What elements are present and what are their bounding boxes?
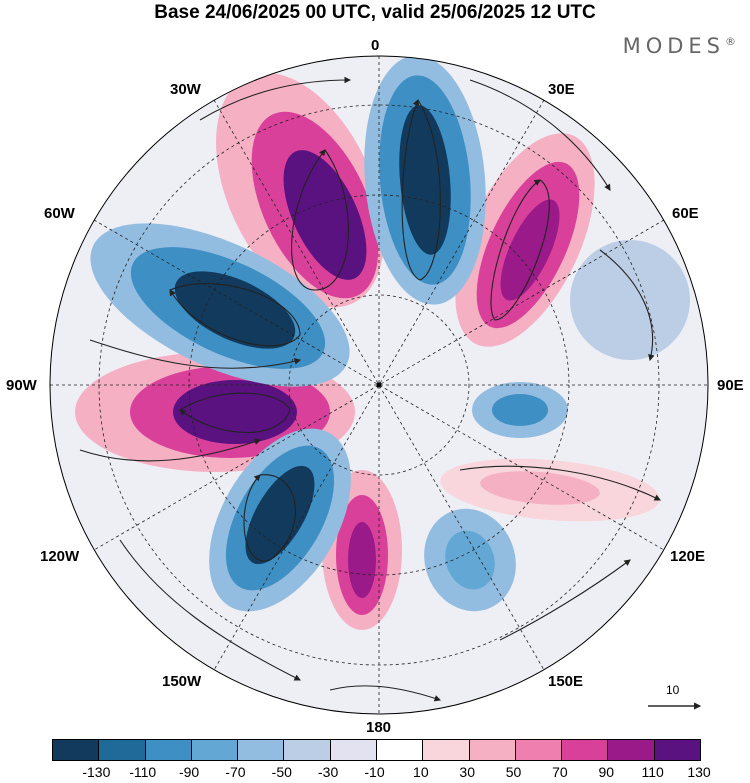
lon-label-60w: 60W — [44, 205, 75, 222]
lon-label-30w: 30W — [170, 81, 201, 98]
colorbar-tick-label: 70 — [552, 764, 568, 780]
colorbar-tick-label: -50 — [271, 764, 292, 780]
colorbar-swatch — [423, 740, 470, 760]
colorbar-swatch — [330, 740, 377, 760]
lon-label-90w: 90W — [6, 377, 37, 394]
lon-label-30e: 30E — [548, 81, 575, 98]
registered-mark: ® — [725, 35, 736, 48]
colorbar-tick-label: 110 — [641, 764, 664, 780]
lon-label-150e: 150E — [548, 673, 584, 690]
colorbar-tick-label: -110 — [129, 764, 157, 780]
colorbar-tick-label: 50 — [505, 764, 522, 780]
lon-label-0: 0 — [371, 37, 380, 54]
colorbar-tick-label: -10 — [364, 764, 385, 780]
colorbar-swatch — [99, 740, 146, 760]
colorbar-swatch — [145, 740, 192, 760]
colorbar-tick-label: 90 — [598, 764, 615, 780]
colorbar — [52, 739, 701, 761]
colorbar-ticks: -130 -110 -90 -70 -50 -30 -10 10 30 50 70 90 110 130 — [0, 764, 750, 782]
brand-name: MODES — [622, 34, 725, 58]
colorbar-swatch — [191, 740, 239, 760]
colorbar-swatch — [515, 740, 563, 760]
brand-logo: MODES® — [623, 34, 736, 58]
colorbar-swatch — [284, 740, 331, 760]
colorbar-swatch — [469, 740, 516, 760]
map-boundary — [49, 55, 709, 715]
colorbar-tick-label: 130 — [687, 764, 711, 780]
lon-label-150w: 150W — [162, 673, 202, 690]
colorbar-tick-label: -30 — [318, 764, 339, 780]
colorbar-tick-label: -90 — [178, 764, 200, 780]
colorbar-swatch — [562, 740, 609, 760]
lon-label-90e: 90E — [717, 377, 744, 394]
colorbar-swatch — [654, 740, 700, 760]
colorbar-tick-label: -70 — [225, 764, 246, 780]
map-title: Base 24/06/2025 00 UTC, valid 25/06/2025… — [154, 2, 596, 23]
colorbar-swatch — [53, 740, 100, 760]
negative-lobes — [90, 56, 690, 612]
colorbar-swatch — [376, 740, 424, 760]
streamlines — [79, 76, 661, 702]
reference-vector-label: 10 — [666, 683, 680, 697]
anomaly-field — [50, 56, 708, 714]
colorbar-tick-label: 10 — [413, 764, 429, 780]
colorbar-tick-label: 30 — [459, 764, 475, 780]
lon-label-60e: 60E — [672, 205, 699, 222]
colorbar-tick-label: -130 — [82, 764, 111, 780]
lon-label-120e: 120E — [670, 548, 706, 565]
graticule — [50, 56, 708, 714]
colorbar-swatch — [608, 740, 655, 760]
colorbar-swatch — [238, 740, 285, 760]
lon-label-120w: 120W — [40, 548, 80, 565]
lon-label-180: 180 — [366, 719, 392, 736]
north-pole-marker — [376, 382, 382, 388]
